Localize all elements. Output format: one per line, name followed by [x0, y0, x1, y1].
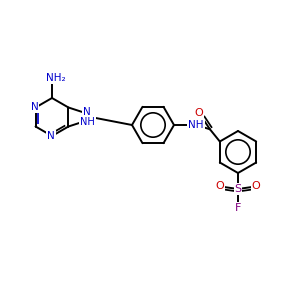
- Text: N: N: [82, 107, 90, 117]
- Text: NH: NH: [80, 117, 95, 127]
- Text: NH: NH: [188, 120, 204, 130]
- Text: O: O: [252, 181, 260, 191]
- Text: F: F: [235, 203, 241, 213]
- Text: S: S: [234, 184, 242, 194]
- Text: N: N: [31, 103, 38, 112]
- Text: NH₂: NH₂: [46, 73, 66, 83]
- Text: O: O: [216, 181, 224, 191]
- Text: N: N: [47, 131, 55, 141]
- Text: O: O: [194, 108, 203, 118]
